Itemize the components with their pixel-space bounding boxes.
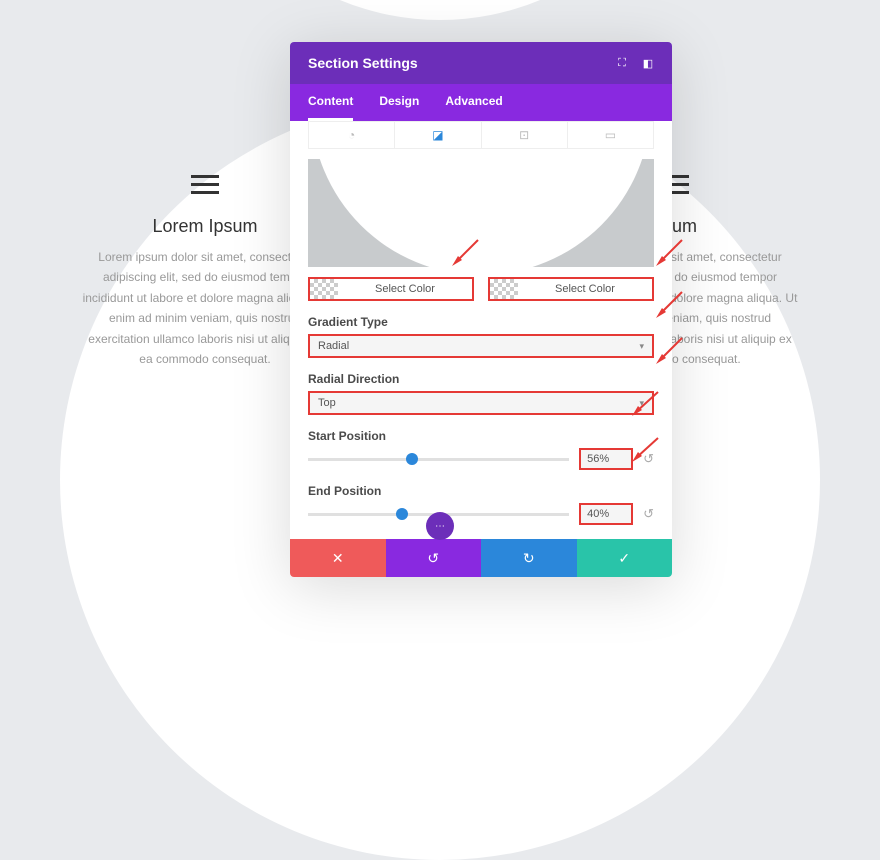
subtab-image[interactable]: ⊡ [482,122,568,148]
subtab-video[interactable]: ▭ [568,122,653,148]
main-tabs: Content Design Advanced [290,84,672,121]
transparency-swatch [490,279,518,299]
start-position-row: 56% ↺ [308,448,654,470]
confirm-button[interactable]: ✓ [577,539,673,577]
gradient-type-select[interactable]: Radial [308,334,654,358]
module-badge[interactable]: ⋯ [426,512,454,540]
undo-button[interactable]: ↺ [386,539,482,577]
gradient-type-label: Gradient Type [308,315,654,329]
tab-content[interactable]: Content [308,84,353,121]
settings-modal: Section Settings ⛶ ◧ Content Design Adva… [290,42,672,577]
bg-circle-top [180,0,700,20]
reset-icon[interactable]: ↺ [643,451,654,467]
subtab-color[interactable]: ◔ [309,122,395,148]
start-position-slider[interactable] [308,458,569,461]
reset-icon[interactable]: ↺ [643,506,654,522]
tab-design[interactable]: Design [379,84,419,121]
expand-icon[interactable]: ⛶ [616,57,628,69]
snap-icon[interactable]: ◧ [642,57,654,69]
cancel-button[interactable]: ✕ [290,539,386,577]
radial-direction-label: Radial Direction [308,372,654,386]
subtab-gradient[interactable]: ◪ [395,122,481,148]
hamburger-icon [191,175,219,194]
color-picker-1[interactable]: Select Color [308,277,474,301]
radial-direction-select[interactable]: Top [308,391,654,415]
preview-arc [311,159,651,267]
end-position-row: 40% ↺ [308,503,654,525]
start-position-label: Start Position [308,429,654,443]
color-picker-2[interactable]: Select Color [488,277,654,301]
header-icon-group: ⛶ ◧ [616,57,654,69]
modal-header: Section Settings ⛶ ◧ [290,42,672,84]
end-position-value[interactable]: 40% [579,503,633,525]
background-subtabs: ◔ ◪ ⊡ ▭ [308,121,654,149]
modal-body: ◔ ◪ ⊡ ▭ Select Color Select Color Gradie… [290,121,672,539]
color-picker-label: Select Color [518,279,652,299]
end-position-label: End Position [308,484,654,498]
slider-thumb[interactable] [406,453,418,465]
slider-thumb[interactable] [396,508,408,520]
modal-footer: ✕ ↺ ↻ ✓ [290,539,672,577]
transparency-swatch [310,279,338,299]
color-picker-row: Select Color Select Color [308,277,654,301]
modal-title: Section Settings [308,55,418,71]
start-position-value[interactable]: 56% [579,448,633,470]
color-picker-label: Select Color [338,279,472,299]
redo-button[interactable]: ↻ [481,539,577,577]
tab-advanced[interactable]: Advanced [445,84,502,121]
gradient-preview [308,159,654,267]
